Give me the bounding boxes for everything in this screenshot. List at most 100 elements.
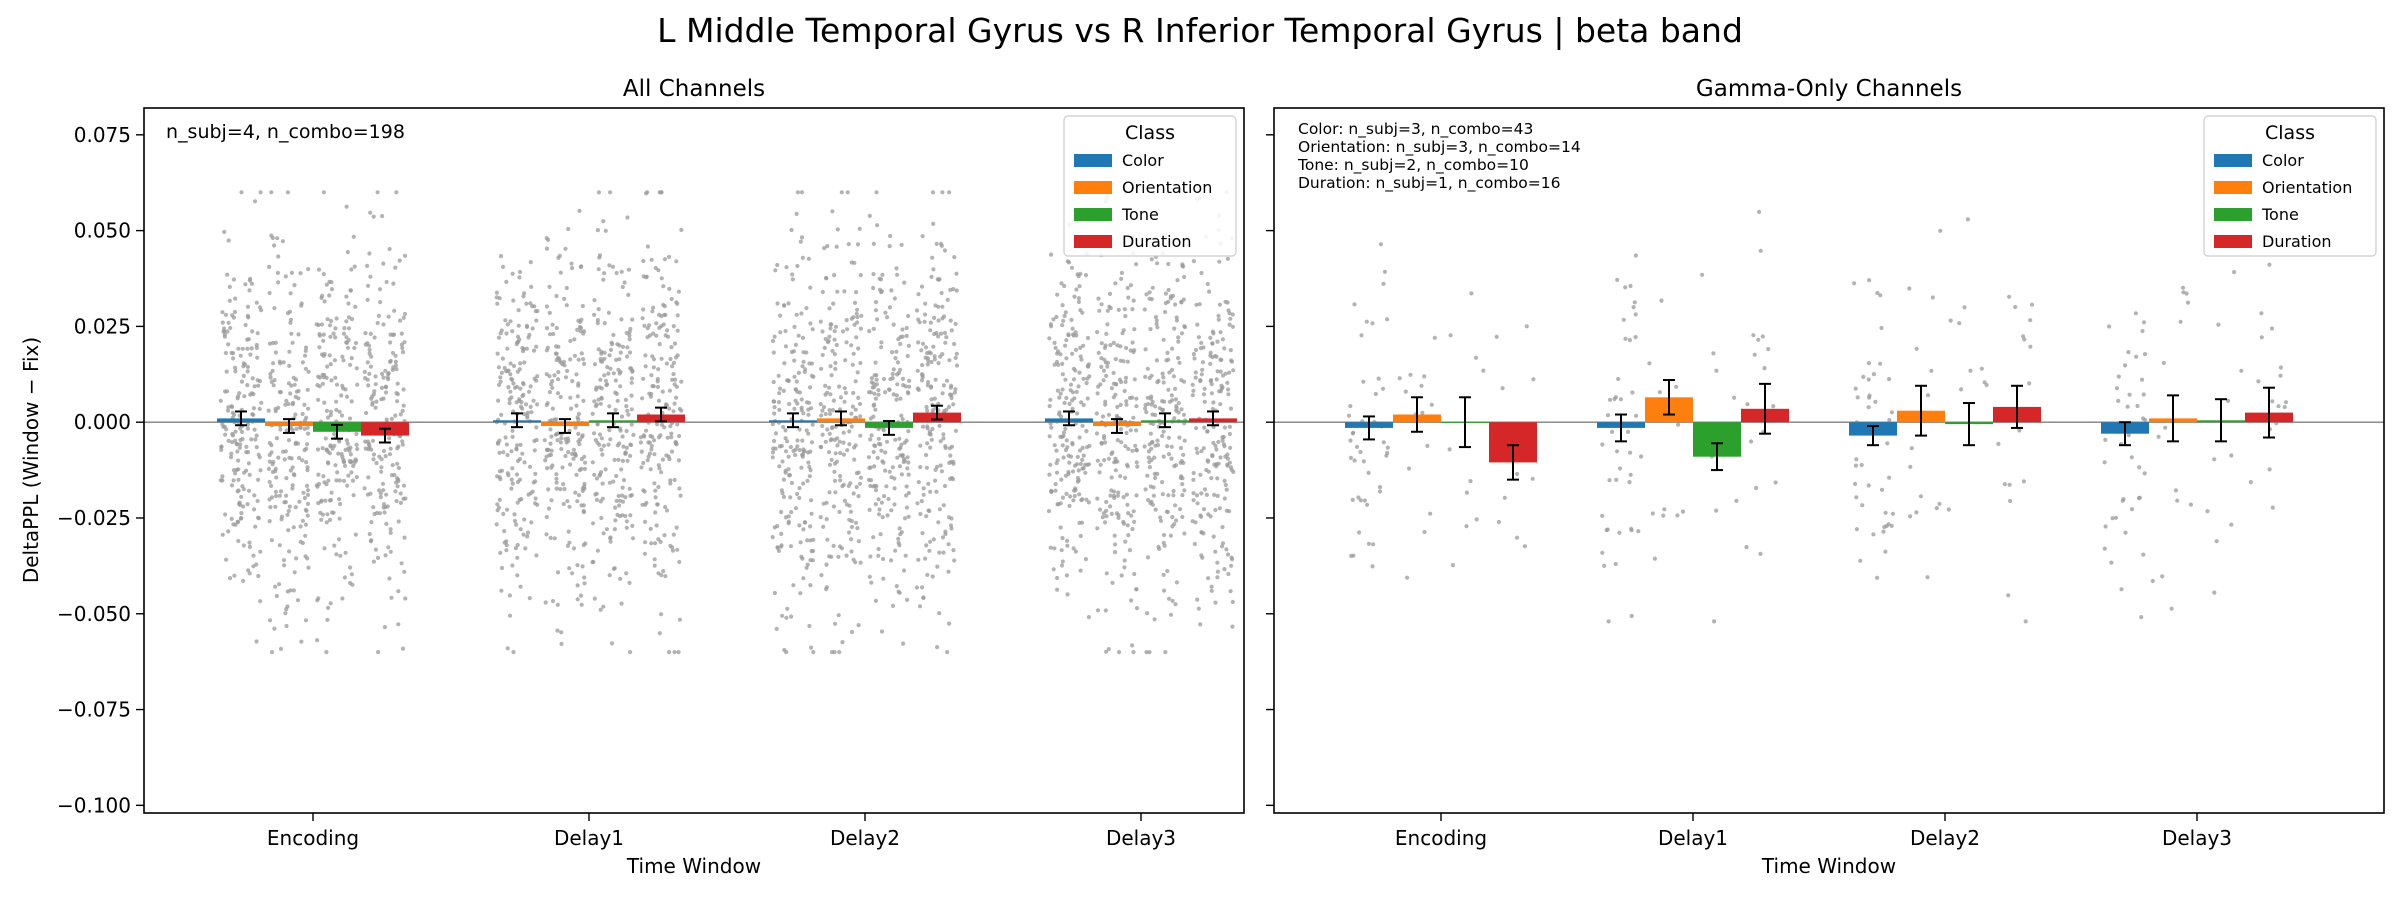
scatter-point [858, 273, 863, 278]
scatter-point [674, 395, 679, 400]
scatter-point [1160, 433, 1165, 439]
scatter-point [508, 361, 513, 366]
scatter-point [899, 413, 904, 418]
scatter-point [275, 236, 280, 241]
scatter-point [400, 442, 405, 447]
scatter-point [953, 387, 958, 392]
scatter-point [927, 548, 932, 553]
scatter-point [273, 466, 278, 471]
scatter-point [229, 451, 234, 456]
scatter-point [1752, 352, 1757, 357]
scatter-point [906, 343, 912, 348]
scatter-point [1055, 458, 1060, 463]
scatter-point [854, 484, 859, 490]
scatter-point [252, 384, 257, 389]
scatter-point [300, 360, 305, 365]
scatter-point [841, 430, 846, 435]
scatter-point [868, 390, 873, 395]
scatter-point [578, 329, 583, 334]
scatter-point [839, 546, 845, 551]
scatter-point [890, 465, 896, 470]
scatter-point [667, 254, 672, 259]
scatter-point [556, 344, 561, 349]
scatter-point [562, 486, 567, 492]
scatter-point [2276, 404, 2281, 409]
scatter-point [671, 409, 676, 414]
scatter-point [834, 244, 839, 249]
scatter-point [590, 521, 596, 526]
scatter-point [614, 498, 619, 503]
scatter-point [627, 333, 632, 338]
scatter-point [332, 431, 337, 437]
scatter-point [2103, 437, 2108, 442]
scatter-point [349, 572, 354, 577]
scatter-point [1113, 357, 1118, 362]
scatter-point [301, 490, 306, 495]
scatter-point [254, 639, 259, 644]
scatter-point [797, 390, 803, 395]
scatter-point [595, 228, 601, 233]
scatter-point [305, 483, 310, 488]
scatter-point [395, 381, 400, 386]
scatter-point [825, 427, 830, 432]
scatter-point [665, 328, 670, 333]
scatter-point [907, 384, 912, 389]
scatter-point [1149, 446, 1154, 451]
scatter-point [1116, 515, 1121, 521]
scatter-point [398, 318, 403, 323]
scatter-point [617, 357, 622, 362]
scatter-point [887, 469, 892, 474]
scatter-point [772, 590, 778, 596]
scatter-point [921, 486, 926, 491]
scatter-point [1349, 553, 1354, 559]
scatter-point [665, 435, 670, 440]
scatter-point [935, 645, 940, 650]
scatter-point [605, 364, 610, 370]
scatter-point [1070, 442, 1075, 447]
scatter-point [1468, 479, 1473, 484]
scatter-point [867, 465, 872, 470]
scatter-point [918, 443, 923, 448]
scatter-point [890, 376, 895, 381]
scatter-point [828, 326, 833, 331]
scatter-point [305, 425, 310, 430]
scatter-point [1086, 500, 1091, 505]
scatter-point [676, 650, 681, 655]
scatter-point [334, 478, 339, 483]
scatter-point [226, 438, 231, 443]
scatter-point [272, 243, 277, 248]
scatter-point [1054, 448, 1059, 453]
scatter-point [664, 508, 670, 513]
legend-label: Color [2262, 151, 2304, 170]
scatter-point [1378, 242, 1383, 247]
scatter-point [941, 550, 946, 555]
scatter-point [673, 440, 678, 445]
scatter-point [495, 351, 500, 356]
scatter-point [606, 310, 612, 315]
scatter-point [1099, 302, 1104, 307]
scatter-point [1108, 493, 1113, 498]
scatter-point [544, 246, 550, 251]
scatter-point [258, 549, 263, 554]
scatter-point [935, 564, 940, 569]
scatter-point [1222, 567, 1227, 572]
scatter-point [1199, 553, 1204, 558]
scatter-point [561, 501, 566, 507]
scatter-point [238, 516, 243, 521]
scatter-point [1204, 492, 1209, 497]
scatter-point [2113, 515, 2119, 520]
scatter-point [293, 394, 298, 399]
scatter-point [936, 520, 941, 525]
scatter-point [1097, 470, 1102, 475]
scatter-point [603, 467, 608, 472]
scatter-point [374, 461, 379, 466]
scatter-point [393, 413, 398, 418]
scatter-point [1215, 560, 1220, 565]
scatter-point [334, 399, 339, 404]
scatter-point [1135, 464, 1140, 469]
scatter-point [402, 535, 407, 540]
scatter-point [282, 563, 287, 568]
scatter-point [269, 650, 275, 655]
scatter-point [274, 475, 279, 480]
scatter-point [1370, 321, 1375, 326]
